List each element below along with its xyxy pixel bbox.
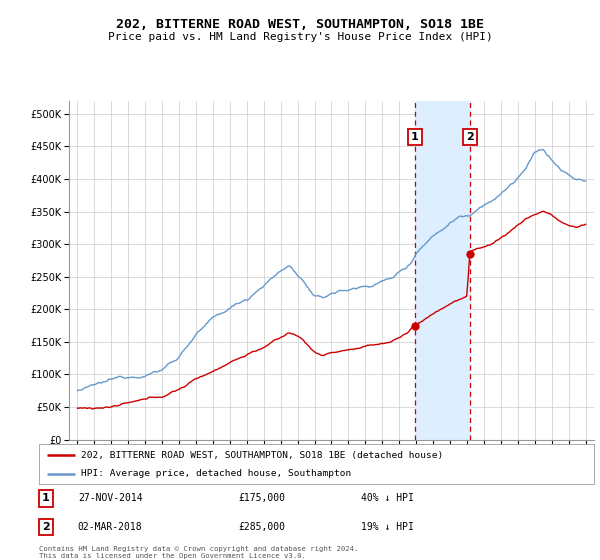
Text: £285,000: £285,000 xyxy=(239,522,286,532)
Text: 40% ↓ HPI: 40% ↓ HPI xyxy=(361,493,414,503)
Text: Contains HM Land Registry data © Crown copyright and database right 2024.
This d: Contains HM Land Registry data © Crown c… xyxy=(39,547,358,559)
Text: 27-NOV-2014: 27-NOV-2014 xyxy=(78,493,142,503)
Text: 1: 1 xyxy=(411,132,419,142)
Text: 2: 2 xyxy=(466,132,474,142)
Text: 19% ↓ HPI: 19% ↓ HPI xyxy=(361,522,414,532)
Text: 2: 2 xyxy=(42,522,50,532)
Text: 202, BITTERNE ROAD WEST, SOUTHAMPTON, SO18 1BE: 202, BITTERNE ROAD WEST, SOUTHAMPTON, SO… xyxy=(116,18,484,31)
Text: 1: 1 xyxy=(42,493,50,503)
Text: 02-MAR-2018: 02-MAR-2018 xyxy=(78,522,142,532)
Text: Price paid vs. HM Land Registry's House Price Index (HPI): Price paid vs. HM Land Registry's House … xyxy=(107,32,493,42)
Text: 202, BITTERNE ROAD WEST, SOUTHAMPTON, SO18 1BE (detached house): 202, BITTERNE ROAD WEST, SOUTHAMPTON, SO… xyxy=(80,451,443,460)
Bar xyxy=(415,101,470,440)
Text: HPI: Average price, detached house, Southampton: HPI: Average price, detached house, Sout… xyxy=(80,469,351,478)
Text: £175,000: £175,000 xyxy=(239,493,286,503)
